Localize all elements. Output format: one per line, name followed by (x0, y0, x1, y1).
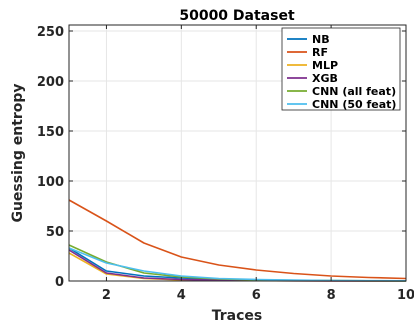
x-axis-label: Traces (212, 308, 263, 324)
y-tick-label: 200 (37, 75, 64, 90)
y-axis-label: Guessing entropy (10, 83, 26, 222)
plot-border (68, 24, 407, 282)
y-tick-label: 150 (37, 125, 64, 140)
x-tick-label: 4 (177, 288, 186, 303)
legend-label-cnn-50-feat: CNN (50 feat) (312, 98, 396, 111)
legend-label-rf: RF (312, 46, 328, 59)
y-tick-label: 50 (46, 225, 64, 240)
legend-label-xgb: XGB (312, 72, 338, 85)
legend-label-mlp: MLP (312, 59, 338, 72)
x-tick-label: 6 (252, 288, 261, 303)
y-tick-label: 250 (37, 25, 64, 40)
series-line-rf (68, 199, 407, 280)
y-tick-label: 100 (37, 175, 64, 190)
legend-label-cnn-all-feat: CNN (all feat) (312, 85, 396, 98)
legend-box (281, 27, 401, 111)
legend-label-nb: NB (312, 33, 330, 46)
x-tick-label: 2 (102, 288, 111, 303)
y-tick-label: 0 (55, 275, 64, 290)
chart-title: 50000 Dataset (179, 8, 295, 24)
x-tick-label: 8 (327, 288, 336, 303)
x-tick-label: 10 (397, 288, 414, 303)
